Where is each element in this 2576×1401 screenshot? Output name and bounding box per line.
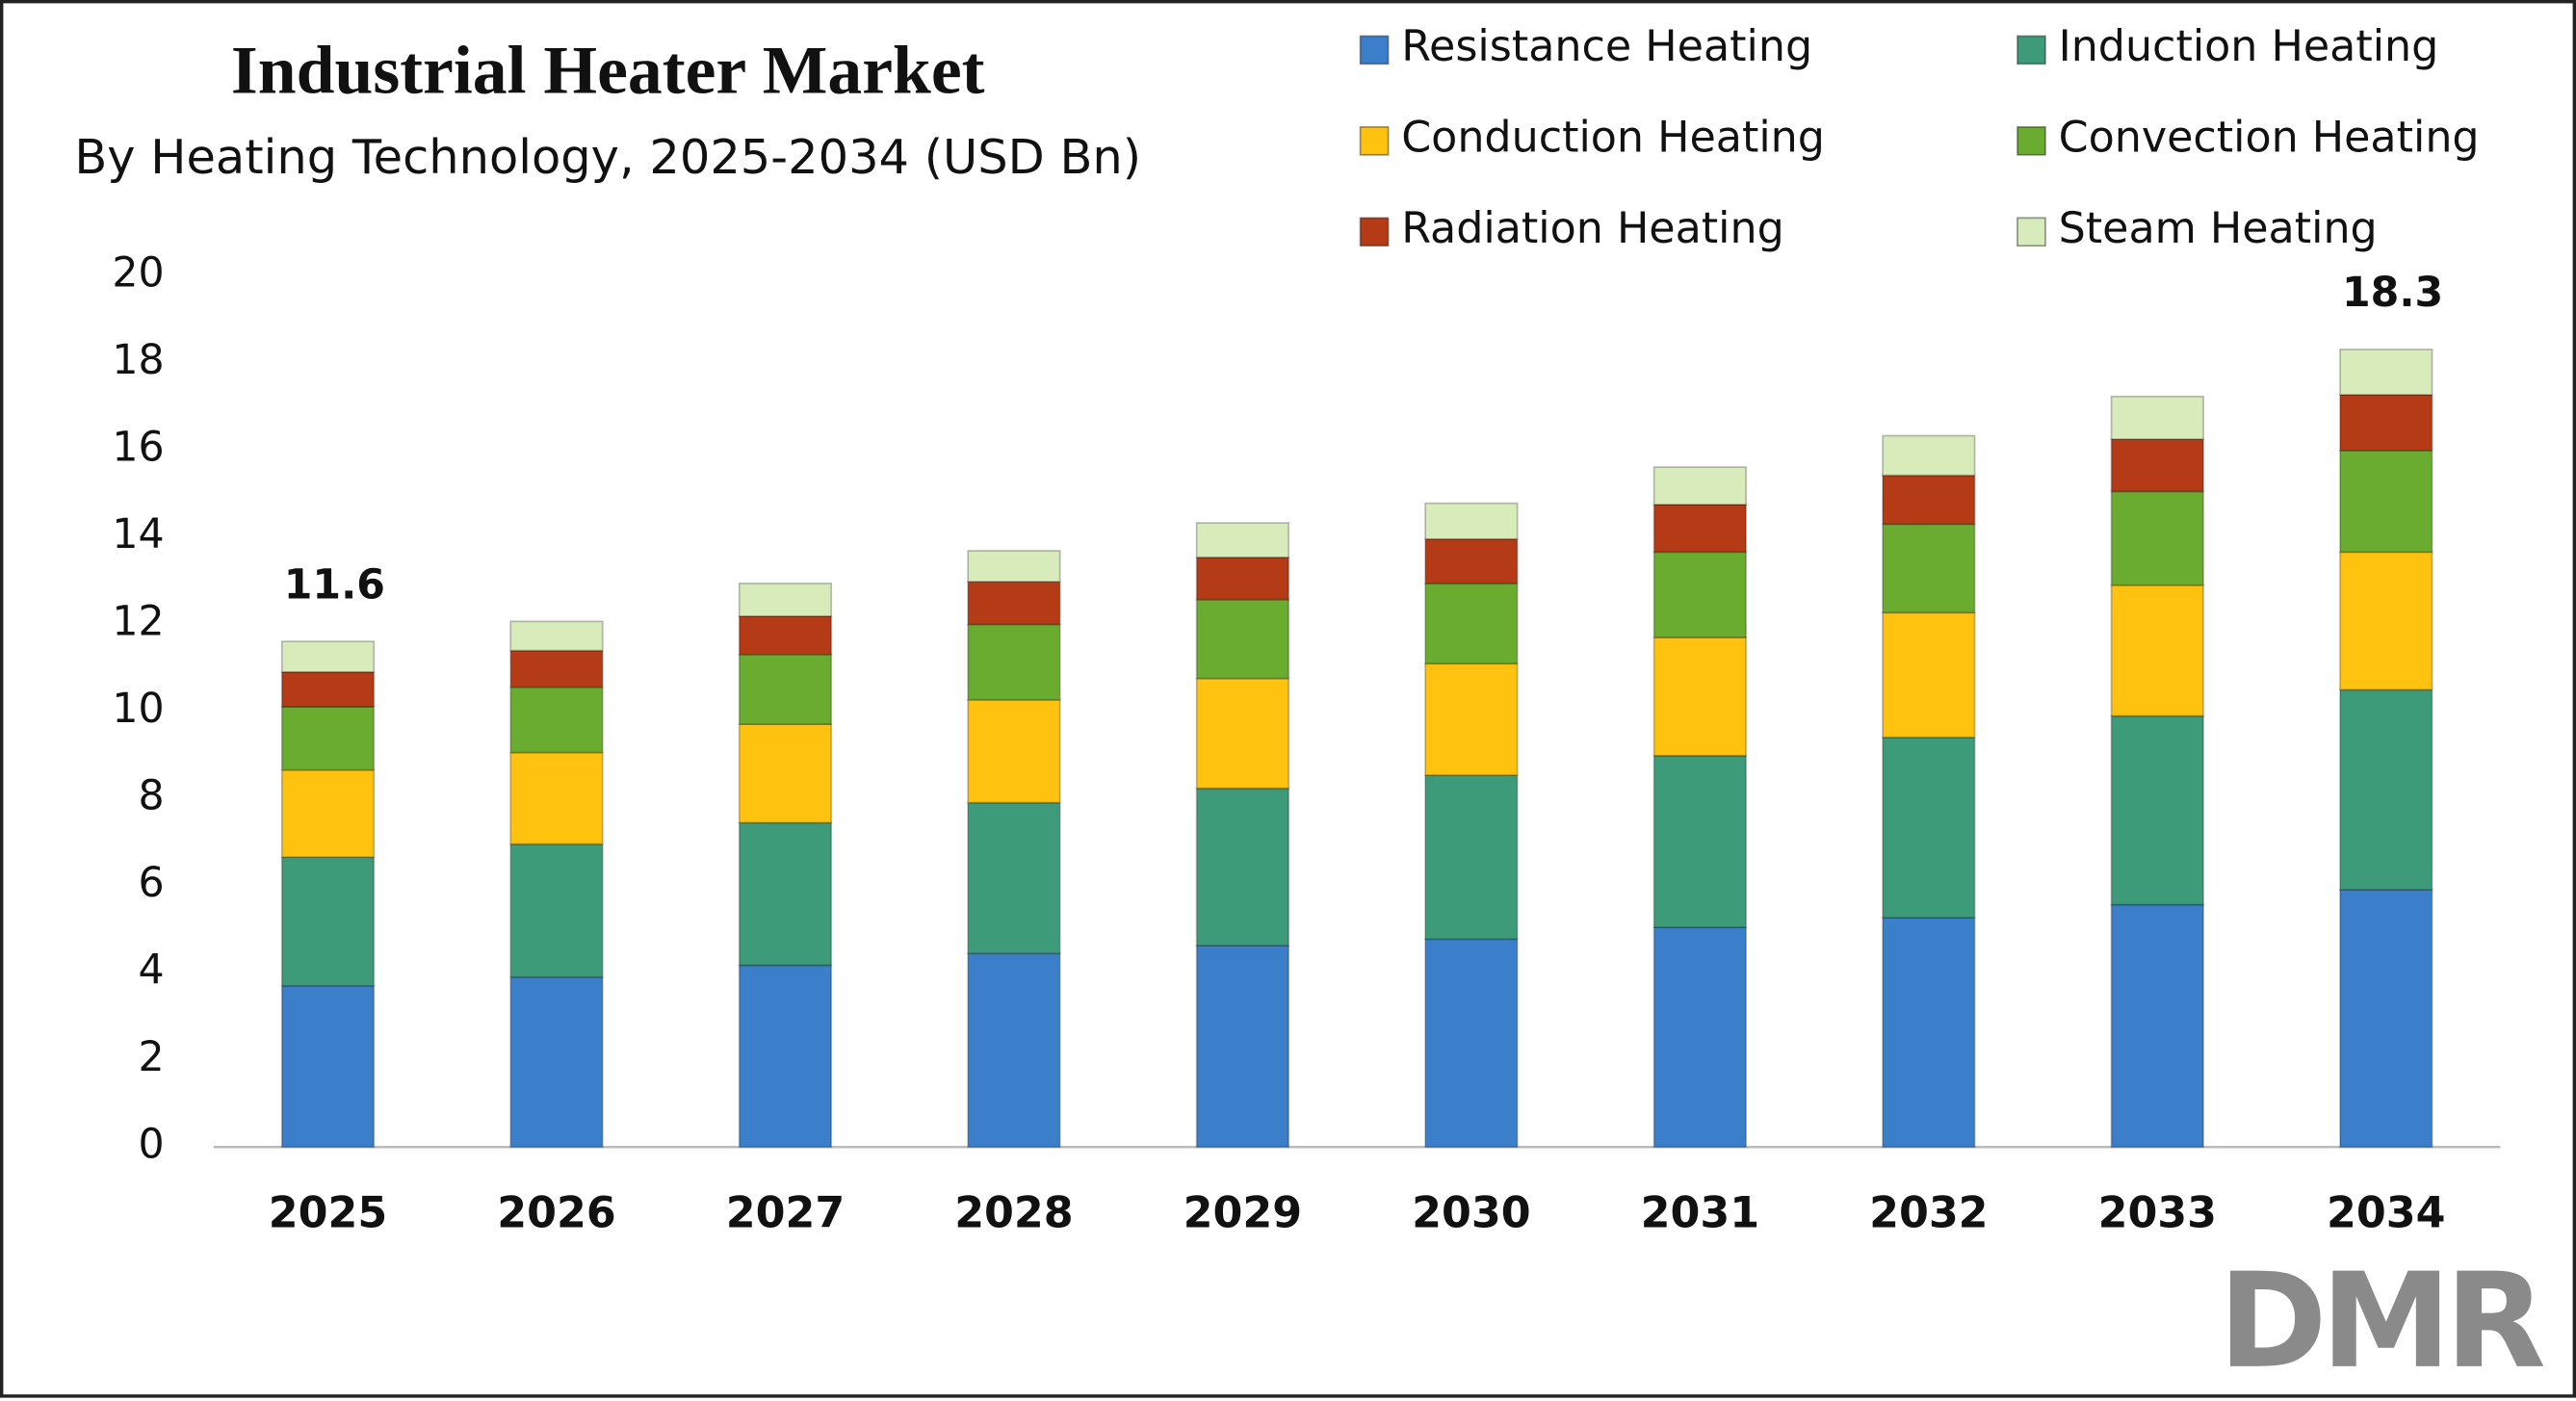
bar-segment (1652, 466, 1747, 506)
total-label: 11.6 (284, 561, 385, 610)
bar-segment (967, 581, 1061, 626)
bar-segment (2339, 889, 2433, 1149)
bar-segment (2339, 688, 2433, 892)
bar-segment (2110, 714, 2204, 906)
bar-segment (1424, 774, 1519, 941)
bar-segment (2339, 450, 2433, 554)
bar-segment (738, 723, 833, 824)
legend-swatch (1359, 35, 1390, 65)
bar-segment (280, 984, 376, 1149)
bar-segment (509, 975, 604, 1149)
x-tick-label: 2028 (954, 1189, 1073, 1238)
legend-swatch (1359, 126, 1390, 156)
y-tick-label: 16 (112, 423, 164, 471)
bar-segment (2110, 438, 2204, 493)
bar-segment (509, 649, 604, 688)
bar-segment (967, 623, 1061, 701)
chart-title: Industrial Heater Market (231, 32, 985, 108)
y-tick-label: 4 (138, 947, 164, 995)
bar-segment (1882, 434, 1976, 477)
bar-segment (1424, 502, 1519, 540)
bar-segment (1195, 945, 1290, 1149)
bar-segment (967, 952, 1061, 1149)
y-tick-label: 10 (112, 685, 164, 733)
x-tick-label: 2029 (1184, 1189, 1302, 1238)
bar-segment (967, 801, 1061, 955)
bar-segment (2339, 551, 2433, 691)
bar-segment (2339, 348, 2433, 396)
y-tick-label: 12 (112, 598, 164, 646)
x-tick-label: 2032 (1869, 1189, 1988, 1238)
y-tick-label: 8 (138, 772, 164, 820)
bar-segment (1652, 504, 1747, 554)
bar-segment (738, 615, 833, 656)
total-label: 18.3 (2342, 269, 2443, 317)
bar-segment (509, 686, 604, 754)
bar-segment (738, 821, 833, 967)
bar-segment (280, 768, 376, 859)
bar-segment (509, 751, 604, 845)
y-tick-label: 20 (112, 248, 164, 297)
bar-segment (1195, 598, 1290, 680)
bar-segment (1195, 522, 1290, 558)
legend-label: Resistance Heating (1401, 22, 1812, 71)
bar-segment (1424, 662, 1519, 776)
bar-segment (280, 670, 376, 708)
bar-segment (509, 620, 604, 652)
bar-segment (2110, 903, 2204, 1149)
bar-segment (1882, 611, 1976, 739)
bar-segment (1424, 938, 1519, 1149)
legend-label: Steam Heating (2059, 204, 2378, 253)
legend-label: Conduction Heating (1401, 114, 1825, 163)
bar-segment (280, 706, 376, 771)
bar-segment (1424, 537, 1519, 584)
bar-segment (509, 843, 604, 978)
legend-label: Induction Heating (2059, 22, 2439, 71)
bar-segment (967, 698, 1061, 804)
bar-segment (738, 964, 833, 1149)
x-tick-label: 2025 (269, 1189, 387, 1238)
bar-segment (1652, 636, 1747, 757)
bar-segment (2339, 394, 2433, 452)
legend-swatch (2017, 35, 2046, 65)
bar-segment (1882, 736, 1976, 919)
bar-segment (1882, 917, 1976, 1149)
legend-swatch (2017, 217, 2046, 247)
x-tick-label: 2027 (726, 1189, 845, 1238)
x-tick-label: 2031 (1641, 1189, 1759, 1238)
bar-segment (1195, 556, 1290, 601)
bar-segment (738, 653, 833, 725)
chart-subtitle: By Heating Technology, 2025-2034 (USD Bn… (74, 129, 1141, 185)
bar-segment (967, 550, 1061, 583)
y-tick-label: 2 (138, 1033, 164, 1081)
bar-segment (1195, 787, 1290, 947)
bar-segment (2110, 490, 2204, 586)
x-tick-label: 2026 (497, 1189, 615, 1238)
bar-segment (2110, 395, 2204, 440)
x-tick-label: 2033 (2098, 1189, 2217, 1238)
bar-segment (1882, 474, 1976, 526)
legend-label: Convection Heating (2059, 114, 2480, 163)
y-tick-label: 6 (138, 859, 164, 907)
y-tick-label: 14 (112, 510, 164, 558)
legend-swatch (1359, 217, 1390, 247)
bar-segment (1424, 583, 1519, 665)
bar-segment (1652, 926, 1747, 1149)
bar-segment (2110, 584, 2204, 717)
bar-segment (280, 856, 376, 987)
legend-swatch (2017, 126, 2046, 156)
x-tick-label: 2034 (2327, 1189, 2445, 1238)
bar-segment (738, 583, 833, 617)
bar-segment (1195, 677, 1290, 790)
x-tick-label: 2030 (1412, 1189, 1530, 1238)
y-tick-label: 18 (112, 336, 164, 384)
legend-label: Radiation Heating (1401, 204, 1784, 253)
y-tick-label: 0 (138, 1121, 164, 1169)
watermark: DMR (2218, 1245, 2544, 1398)
bar-segment (280, 640, 376, 673)
bar-segment (1652, 754, 1747, 928)
bar-segment (1882, 523, 1976, 614)
bar-segment (1652, 551, 1747, 638)
